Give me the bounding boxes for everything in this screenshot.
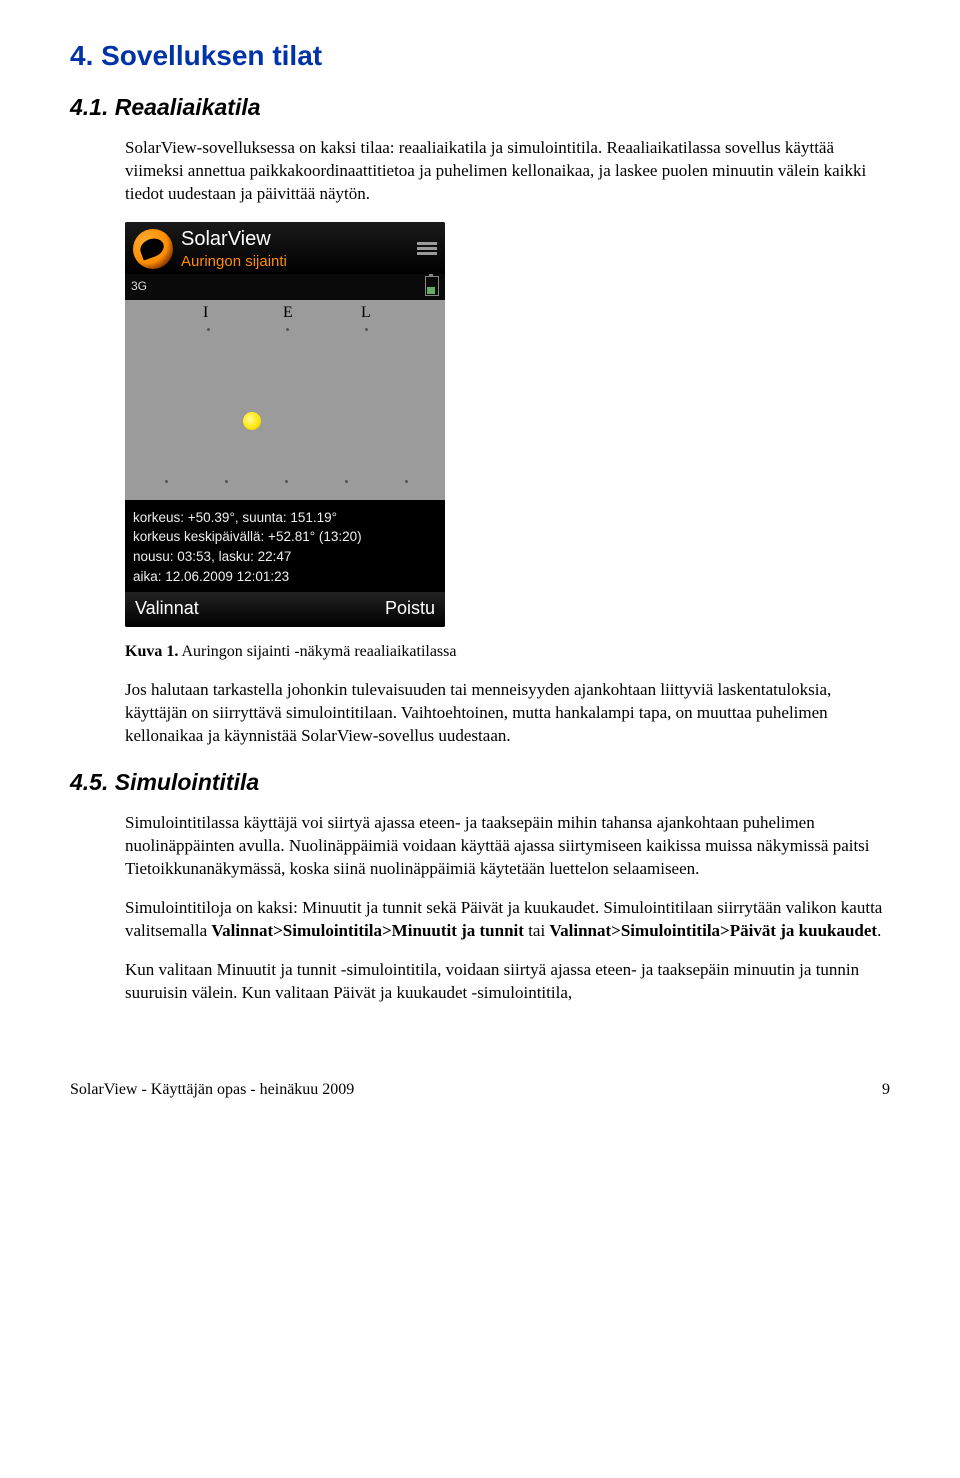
info-line: aika: 12.06.2009 12:01:23 xyxy=(133,567,437,587)
page-footer: SolarView - Käyttäjän opas - heinäkuu 20… xyxy=(0,1051,960,1119)
app-subtitle: Auringon sijainti xyxy=(181,253,407,270)
footer-left: SolarView - Käyttäjän opas - heinäkuu 20… xyxy=(70,1081,354,1099)
status-bar: 3G xyxy=(125,274,445,300)
softkey-left[interactable]: Valinnat xyxy=(135,598,199,619)
text: tai xyxy=(524,921,550,940)
subsection-heading-simulation: 4.5. Simulointitila xyxy=(70,769,890,796)
paragraph: Simulointitiloja on kaksi: Minuutit ja t… xyxy=(125,897,890,943)
sky-dot xyxy=(225,480,228,483)
sky-dot xyxy=(405,480,408,483)
menu-path: Valinnat>Simulointitila>Minuutit ja tunn… xyxy=(211,921,524,940)
sky-dot xyxy=(345,480,348,483)
paragraph: SolarView-sovelluksessa on kaksi tilaa: … xyxy=(125,137,890,206)
phone-header: SolarView Auringon sijainti xyxy=(125,222,445,274)
info-panel: korkeus: +50.39°, suunta: 151.19° korkeu… xyxy=(125,500,445,592)
compass-tick: E xyxy=(283,304,293,322)
sun-icon xyxy=(243,412,261,430)
paragraph: Simulointitilassa käyttäjä voi siirtyä a… xyxy=(125,812,890,881)
compass-tick: L xyxy=(361,304,371,322)
battery-icon xyxy=(425,276,439,296)
menu-path: Valinnat>Simulointitila>Päivät ja kuukau… xyxy=(549,921,877,940)
signal-icon xyxy=(417,242,437,255)
caption-label: Kuva 1. xyxy=(125,643,178,660)
text: . xyxy=(877,921,881,940)
sky-dot xyxy=(285,480,288,483)
figure-caption: Kuva 1. Auringon sijainti -näkymä reaali… xyxy=(125,641,890,663)
sky-dot xyxy=(207,328,210,331)
caption-text: Auringon sijainti -näkymä reaaliaikatila… xyxy=(178,643,456,660)
sky-dot xyxy=(365,328,368,331)
sky-view: I E L xyxy=(125,300,445,500)
info-line: korkeus: +50.39°, suunta: 151.19° xyxy=(133,508,437,528)
phone-mock: SolarView Auringon sijainti 3G I E L xyxy=(125,222,445,627)
compass-tick: I xyxy=(203,304,208,322)
softkey-bar: Valinnat Poistu xyxy=(125,592,445,627)
network-label: 3G xyxy=(131,279,147,293)
section-heading: 4. Sovelluksen tilat xyxy=(70,40,890,72)
info-line: nousu: 03:53, lasku: 22:47 xyxy=(133,547,437,567)
sky-dot xyxy=(165,480,168,483)
softkey-right[interactable]: Poistu xyxy=(385,598,435,619)
app-title: SolarView xyxy=(181,228,407,251)
info-line: korkeus keskipäivällä: +52.81° (13:20) xyxy=(133,527,437,547)
app-logo-icon xyxy=(133,229,173,269)
paragraph: Kun valitaan Minuutit ja tunnit -simuloi… xyxy=(125,959,890,1005)
sky-dot xyxy=(286,328,289,331)
paragraph: Jos halutaan tarkastella johonkin tuleva… xyxy=(125,679,890,748)
page-number: 9 xyxy=(882,1081,890,1099)
screenshot-figure: SolarView Auringon sijainti 3G I E L xyxy=(125,222,890,627)
subsection-heading-realtime: 4.1. Reaaliaikatila xyxy=(70,94,890,121)
